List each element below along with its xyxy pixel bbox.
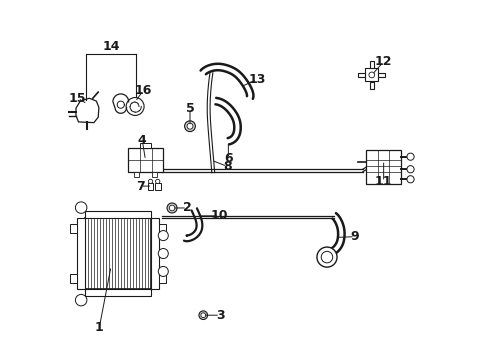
Text: 2: 2	[183, 202, 191, 215]
Bar	[151, 218, 159, 289]
Circle shape	[75, 202, 87, 213]
Text: 8: 8	[223, 160, 231, 173]
Bar	[159, 274, 165, 283]
Bar	[77, 218, 85, 289]
Text: 5: 5	[185, 102, 194, 115]
Polygon shape	[113, 94, 128, 113]
Text: 10: 10	[210, 210, 228, 222]
Text: 16: 16	[134, 84, 152, 97]
Polygon shape	[369, 82, 373, 89]
Bar	[147, 183, 153, 190]
Bar	[159, 224, 165, 233]
Polygon shape	[76, 98, 99, 123]
Circle shape	[158, 230, 168, 240]
Circle shape	[169, 205, 175, 211]
Circle shape	[155, 179, 160, 184]
Bar	[133, 172, 139, 177]
Text: 13: 13	[248, 73, 265, 86]
Circle shape	[316, 247, 336, 267]
Text: 15: 15	[69, 92, 86, 105]
Circle shape	[158, 266, 168, 276]
Text: 12: 12	[374, 55, 391, 68]
Circle shape	[406, 153, 413, 160]
Bar	[155, 183, 160, 190]
Bar	[365, 68, 378, 81]
Text: 7: 7	[136, 180, 144, 193]
Circle shape	[406, 176, 413, 183]
Circle shape	[158, 248, 168, 258]
Polygon shape	[357, 73, 365, 77]
Polygon shape	[117, 101, 124, 108]
Text: 4: 4	[138, 134, 146, 147]
Circle shape	[199, 311, 207, 319]
Circle shape	[406, 166, 413, 173]
Bar	[151, 172, 157, 177]
Circle shape	[148, 179, 152, 184]
Circle shape	[201, 313, 205, 318]
Circle shape	[184, 121, 195, 132]
Bar	[70, 224, 77, 233]
Circle shape	[321, 251, 332, 263]
Text: 11: 11	[374, 175, 391, 188]
Bar	[85, 211, 151, 218]
Bar	[140, 143, 151, 148]
Text: 14: 14	[102, 40, 120, 53]
Bar	[85, 218, 151, 289]
Bar	[70, 274, 77, 283]
Circle shape	[186, 123, 193, 129]
Polygon shape	[378, 73, 385, 77]
Bar	[85, 289, 151, 296]
Text: 3: 3	[215, 309, 224, 322]
Circle shape	[167, 203, 177, 213]
Bar	[366, 149, 400, 184]
Circle shape	[368, 72, 374, 78]
Circle shape	[75, 294, 87, 306]
Text: 6: 6	[224, 152, 232, 165]
Text: 1: 1	[95, 321, 103, 334]
Bar	[127, 148, 163, 172]
Text: 9: 9	[350, 230, 359, 243]
Polygon shape	[369, 60, 373, 68]
